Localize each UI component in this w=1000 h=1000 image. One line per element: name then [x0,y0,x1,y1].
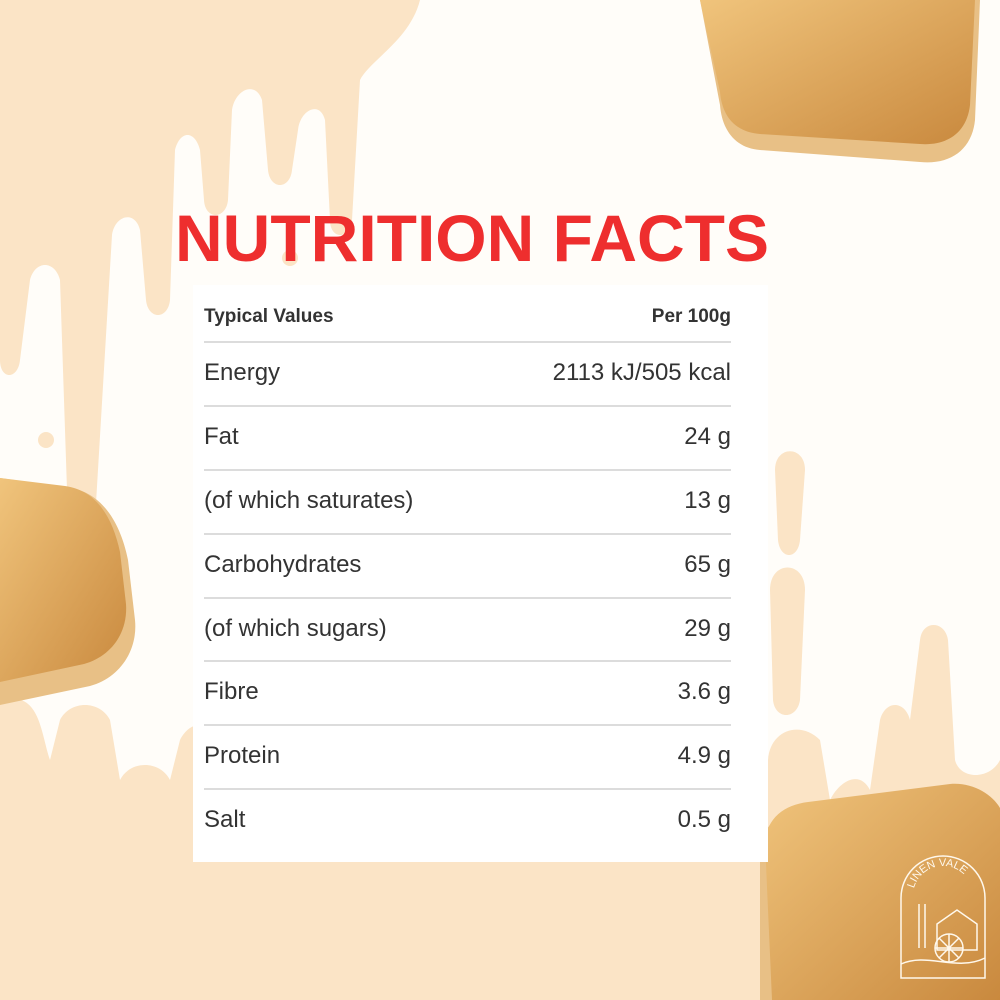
nutrition-table: Typical Values Per 100g Energy 2113 kJ/50… [193,285,768,862]
row-label: Carbohydrates [204,551,362,578]
table-row: Fat 24 g [204,405,731,469]
row-label: Protein [204,742,281,769]
table-row: Fibre 3.6 g [204,660,731,724]
divider [204,405,731,407]
header-value: Per 100g [651,306,731,327]
row-label: Fat [204,423,239,450]
row-value: 0.5 g [677,806,731,833]
row-label: (of which saturates) [204,487,414,514]
table-row: Salt 0.5 g [204,788,731,852]
row-label: Fibre [204,678,259,705]
divider [204,660,731,662]
table-row: (of which sugars) 29 g [204,597,731,661]
divider [204,341,731,343]
table-header: Typical Values Per 100g [204,285,731,349]
biscuit-left [0,478,136,705]
page-title: NUTRITION FACTS [175,201,769,275]
biscuit-top-right [700,0,980,163]
table-row: (of which saturates) 13 g [204,469,731,533]
divider [204,788,731,790]
divider [204,469,731,471]
row-label: Salt [204,806,246,833]
row-label: (of which sugars) [204,615,387,642]
row-value: 13 g [684,487,731,514]
table-row: Energy 2113 kJ/505 kcal [204,341,731,405]
row-value: 29 g [684,615,731,642]
divider [204,597,731,599]
row-value: 4.9 g [677,742,731,769]
table-row: Protein 4.9 g [204,724,731,788]
divider [204,533,731,535]
table-row: Carbohydrates 65 g [204,533,731,597]
brand-logo: LINEN VALE [900,855,986,979]
header-label: Typical Values [204,306,334,327]
row-value: 2113 kJ/505 kcal [552,359,731,386]
row-value: 24 g [684,423,731,450]
row-value: 65 g [684,551,731,578]
row-value: 3.6 g [677,678,731,705]
svg-text:LINEN VALE: LINEN VALE [905,857,969,890]
divider [204,724,731,726]
row-label: Energy [204,359,281,386]
